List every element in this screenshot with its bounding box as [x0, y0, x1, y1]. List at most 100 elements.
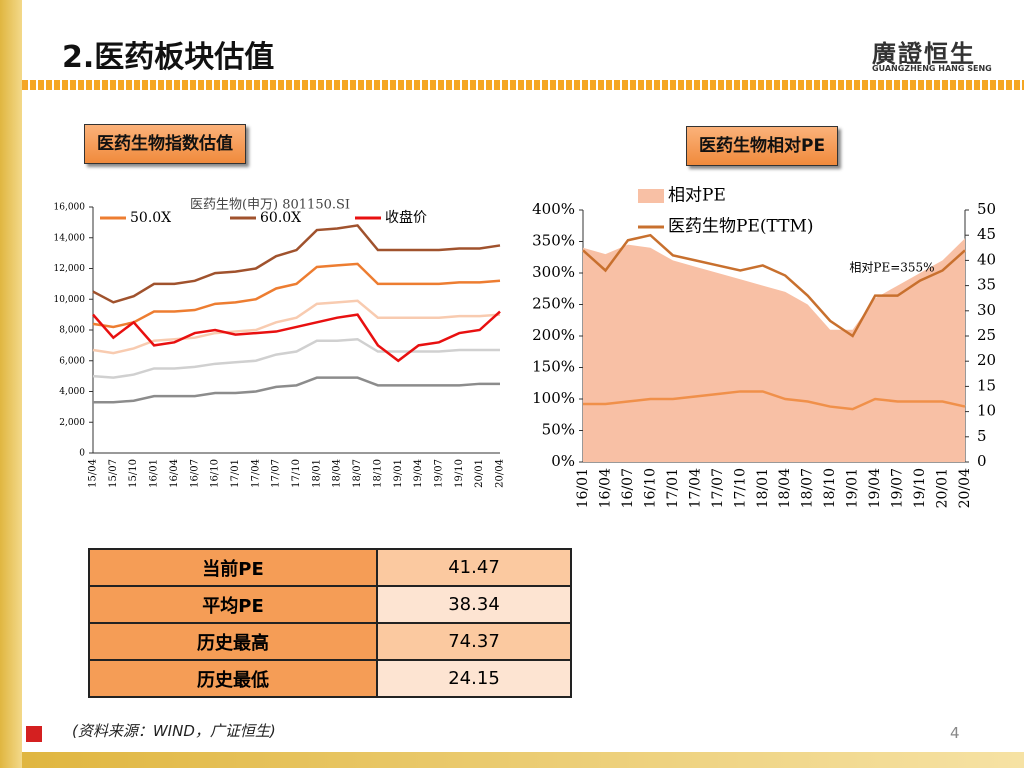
x-tick-label: 17/07: [271, 459, 282, 488]
y2-tick-label: 50: [977, 200, 996, 218]
y-tick-label: 200%: [532, 326, 575, 344]
area: [583, 238, 965, 462]
legend-label: 医药生物PE(TTM): [668, 217, 814, 237]
y-tick-label: 350%: [532, 232, 575, 250]
x-tick-label: 17/01: [665, 468, 681, 508]
source: (资料来源：WIND，广证恒生): [72, 722, 276, 740]
y2-tick-label: 20: [977, 351, 996, 369]
x-tick-label: 17/01: [230, 459, 241, 488]
x-tick-label: 19/01: [845, 468, 861, 508]
y2-tick-label: 0: [977, 452, 987, 470]
x-tick-label: 16/01: [149, 459, 160, 488]
x-tick-label: 17/07: [710, 468, 726, 508]
y-tick-label: 4,000: [59, 387, 85, 397]
x-tick-label: 18/10: [372, 459, 383, 488]
legend-swatch: [638, 189, 664, 203]
marker: [26, 726, 42, 742]
x-tick-label: 16/10: [210, 459, 221, 488]
side-stripe: [0, 0, 22, 768]
x-tick-label: 17/10: [732, 468, 748, 508]
bottom-stripe: [22, 752, 1024, 768]
table-cell: 74.37: [376, 622, 572, 661]
y-tick-label: 150%: [532, 358, 575, 376]
x-tick-label: 17/04: [250, 459, 261, 488]
x-tick-label: 20/01: [474, 459, 485, 488]
x-tick-label: 15/10: [128, 459, 139, 488]
x-tick-label: 19/04: [413, 459, 424, 488]
y-tick-label: 6,000: [59, 356, 85, 366]
legend-label: 50.0X: [130, 210, 171, 226]
table-row: 历史最高 74.37: [88, 622, 572, 661]
y2-tick-label: 25: [977, 326, 996, 344]
x-tick-label: 16/07: [189, 459, 200, 488]
table-cell: 当前PE: [88, 548, 378, 587]
logo: 廣證恒生: [872, 40, 976, 68]
x-tick-label: 18/04: [332, 459, 343, 488]
legend-label: 收盘价: [385, 209, 427, 226]
stats-table: 当前PE 41.47 平均PE 38.34 历史最高 74.37 历史最低 24.15: [88, 548, 572, 698]
x-tick-label: 18/07: [800, 468, 816, 508]
section-label: 医药生物相对PE: [686, 126, 839, 166]
y-tick-label: 50%: [542, 421, 575, 439]
line: [92, 310, 501, 363]
x-tick-label: 16/04: [597, 468, 613, 508]
slide-title: 2.医药板块估值: [62, 40, 275, 75]
x-tick-label: 16/01: [575, 468, 591, 508]
logo-sub: GUANGZHENG HANG SENG: [872, 64, 992, 73]
x-tick-label: 19/07: [890, 468, 906, 508]
y-tick-label: 100%: [532, 389, 575, 407]
annotation: 相对PE=355%: [849, 261, 934, 275]
table-cell: 38.34: [376, 585, 572, 624]
x-tick-label: 16/10: [642, 468, 658, 508]
y-tick-label: 400%: [532, 200, 575, 218]
y2-tick-label: 40: [977, 250, 996, 268]
table-cell: 历史最高: [88, 622, 378, 661]
y-tick-label: 12,000: [54, 264, 86, 274]
x-tick-label: 19/10: [454, 459, 465, 488]
x-tick-label: 17/04: [687, 468, 703, 508]
header-rule: [22, 80, 1024, 90]
y2-tick-label: 35: [977, 276, 996, 294]
y-tick-label: 0: [79, 449, 85, 459]
y-tick-label: 8,000: [59, 326, 85, 336]
y2-tick-label: 5: [977, 427, 987, 445]
x-tick-label: 18/01: [311, 459, 322, 488]
x-tick-label: 19/10: [912, 468, 928, 508]
x-tick-label: 18/10: [822, 468, 838, 508]
line: [92, 299, 501, 355]
x-tick-label: 15/07: [108, 459, 119, 488]
y-tick-label: 14,000: [54, 233, 86, 243]
x-tick-label: 16/04: [169, 459, 180, 488]
line: [93, 376, 500, 404]
x-tick-label: 18/01: [755, 468, 771, 508]
y-tick-label: 0%: [551, 452, 575, 470]
y-tick-label: 300%: [532, 263, 575, 281]
y2-tick-label: 30: [977, 301, 996, 319]
x-tick-label: 16/07: [620, 468, 636, 508]
chart-title: 医药生物(申万) 801150.SI: [190, 198, 350, 213]
x-tick-label: 19/07: [433, 459, 444, 488]
x-tick-label: 19/04: [867, 468, 883, 508]
table-cell: 24.15: [376, 659, 572, 698]
table-row: 当前PE 41.47: [88, 548, 572, 587]
x-tick-label: 20/04: [957, 468, 973, 508]
y-tick-label: 250%: [532, 295, 575, 313]
table-row: 平均PE 38.34: [88, 585, 572, 624]
x-tick-label: 17/10: [291, 459, 302, 488]
line: [92, 337, 500, 379]
x-tick-label: 20/01: [935, 468, 951, 508]
legend-label: 相对PE: [668, 186, 726, 206]
y2-tick-label: 45: [977, 225, 996, 243]
x-tick-label: 20/04: [495, 459, 506, 488]
x-tick-label: 15/04: [88, 459, 99, 488]
line: [92, 224, 501, 304]
table-cell: 41.47: [376, 548, 572, 587]
x-tick-label: 19/01: [393, 459, 404, 488]
table-cell: 历史最低: [88, 659, 378, 698]
y2-tick-label: 10: [977, 402, 996, 420]
y-tick-label: 10,000: [54, 295, 86, 305]
table-row: 历史最低 24.15: [88, 659, 572, 698]
table-cell: 平均PE: [88, 585, 378, 624]
